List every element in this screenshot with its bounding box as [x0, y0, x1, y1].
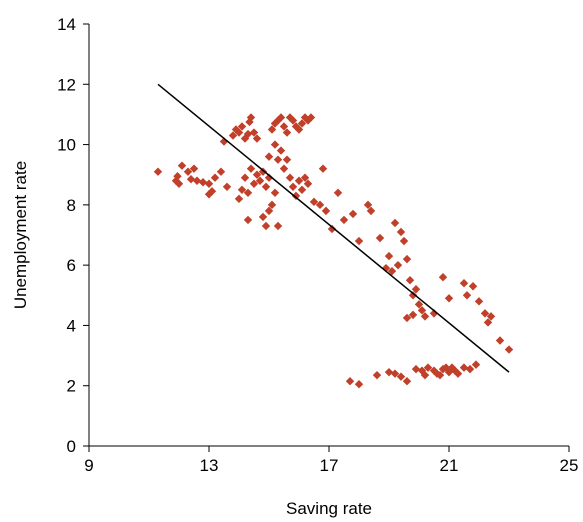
y-tick-label: 0 [67, 437, 76, 456]
y-axis-title: Unemployment rate [11, 161, 30, 309]
data-point [460, 363, 468, 371]
data-point [298, 186, 306, 194]
data-point [346, 377, 354, 385]
data-point [385, 368, 393, 376]
data-point [403, 377, 411, 385]
data-point [349, 210, 357, 218]
data-point [466, 365, 474, 373]
data-point [463, 291, 471, 299]
y-tick-label: 8 [67, 196, 76, 215]
data-point [211, 174, 219, 182]
data-point [319, 164, 327, 172]
y-tick-label: 10 [57, 136, 76, 155]
x-tick-label: 9 [84, 456, 93, 475]
data-point [223, 183, 231, 191]
data-point [385, 252, 393, 260]
data-point [469, 282, 477, 290]
data-point [373, 371, 381, 379]
data-point [322, 207, 330, 215]
data-point [259, 213, 267, 221]
data-point [262, 222, 270, 230]
data-point [193, 177, 201, 185]
data-point [445, 294, 453, 302]
data-point [280, 164, 288, 172]
y-tick-label: 6 [67, 256, 76, 275]
data-point [241, 174, 249, 182]
data-point [505, 345, 513, 353]
x-axis-title: Saving rate [286, 499, 372, 518]
data-point [475, 297, 483, 305]
data-point [496, 336, 504, 344]
data-point [289, 183, 297, 191]
x-ticks: 9 13 17 21 25 [84, 446, 578, 475]
x-tick-label: 17 [320, 456, 339, 475]
data-point [205, 180, 213, 188]
data-point [271, 140, 279, 148]
data-point [265, 152, 273, 160]
data-point [391, 219, 399, 227]
trendline [158, 84, 509, 372]
x-tick-label: 21 [440, 456, 459, 475]
y-ticks: 0 2 4 6 8 10 12 14 [57, 15, 89, 456]
data-point [286, 174, 294, 182]
data-point [472, 360, 480, 368]
data-point [277, 146, 285, 154]
y-tick-label: 4 [67, 316, 76, 335]
data-points [154, 113, 513, 388]
data-point [199, 178, 207, 186]
data-point [334, 189, 342, 197]
data-point [274, 155, 282, 163]
data-point [397, 228, 405, 236]
data-point [262, 183, 270, 191]
x-tick-label: 13 [200, 456, 219, 475]
data-point [154, 168, 162, 176]
data-point [271, 189, 279, 197]
data-point [178, 161, 186, 169]
data-point [460, 279, 468, 287]
data-point [412, 365, 420, 373]
data-point [355, 380, 363, 388]
data-point [340, 216, 348, 224]
data-point [355, 237, 363, 245]
y-tick-label: 12 [57, 75, 76, 94]
data-point [376, 234, 384, 242]
data-point [235, 195, 243, 203]
data-point [217, 168, 225, 176]
y-tick-label: 14 [57, 15, 76, 34]
data-point [406, 276, 414, 284]
y-tick-label: 2 [67, 377, 76, 396]
data-point [247, 164, 255, 172]
data-point [274, 222, 282, 230]
data-point [403, 255, 411, 263]
data-point [244, 216, 252, 224]
data-point [394, 261, 402, 269]
x-tick-label: 25 [560, 456, 579, 475]
data-point [400, 237, 408, 245]
data-point [283, 155, 291, 163]
data-point [439, 273, 447, 281]
data-point [187, 175, 195, 183]
